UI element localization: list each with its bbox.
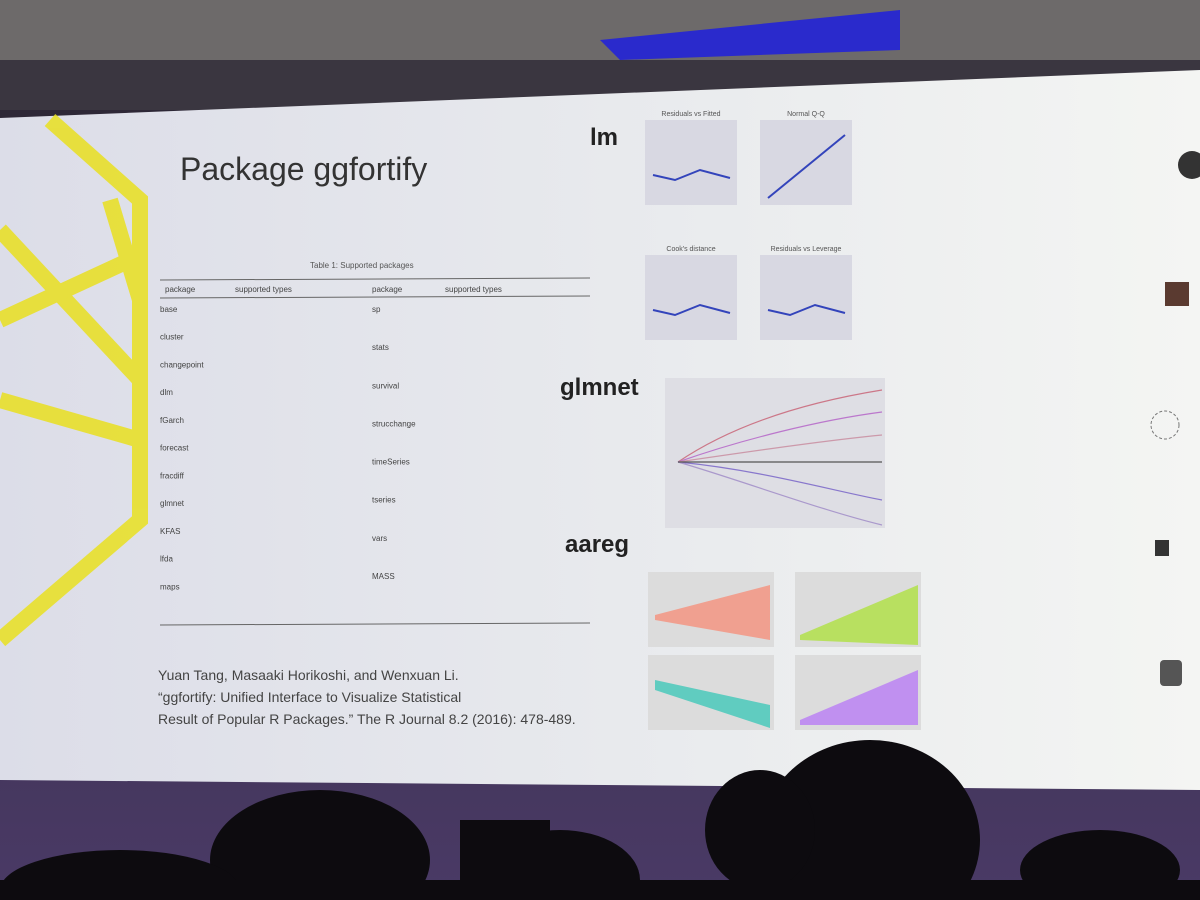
rule <box>159 277 591 281</box>
package-name: fracdiff <box>160 471 185 480</box>
ceiling <box>0 0 1200 60</box>
aareg-panels <box>648 572 921 730</box>
panel-trace <box>767 303 846 317</box>
table-header: supported types <box>445 285 502 294</box>
package-name: strucchange <box>372 419 416 428</box>
plot-label: aareg <box>565 531 629 558</box>
table-caption: Table 1: Supported packages <box>310 261 414 270</box>
package-name: KFAS <box>160 527 180 536</box>
citation-line: Result of Popular R Packages.” The R Jou… <box>158 711 576 727</box>
panel-title: Normal Q-Q <box>787 111 825 118</box>
package-name: changepoint <box>160 360 204 369</box>
stage-light <box>600 10 900 60</box>
panel-title: Cook's distance <box>666 246 715 253</box>
rule <box>159 622 591 626</box>
table-header: package <box>165 285 196 294</box>
lm-panel <box>645 120 737 205</box>
plot-label: glmnet <box>560 374 639 401</box>
audience <box>0 740 1200 900</box>
rule <box>159 295 591 299</box>
table-header: supported types <box>235 285 292 294</box>
package-name: lfda <box>160 555 173 564</box>
glmnet-paths <box>677 389 883 526</box>
package-name: timeSeries <box>372 458 410 467</box>
package-name: cluster <box>160 333 184 342</box>
package-name: sp <box>372 305 381 314</box>
panel-trace <box>767 134 846 199</box>
yellow-decoration <box>0 114 148 647</box>
package-name: survival <box>372 381 399 390</box>
package-name: base <box>160 305 178 314</box>
glmnet-panel <box>665 378 885 528</box>
panel-trace <box>652 303 731 317</box>
package-name: maps <box>160 582 180 591</box>
package-name: MASS <box>372 572 395 581</box>
panel-trace <box>652 168 731 182</box>
package-name: forecast <box>160 444 189 453</box>
package-name: stats <box>372 343 389 352</box>
sidebar-icons <box>1150 151 1200 686</box>
citation: Yuan Tang, Masaaki Horikoshi, and Wenxua… <box>158 667 576 727</box>
panel-title: Residuals vs Fitted <box>661 111 720 118</box>
package-name: tseries <box>372 496 396 505</box>
lm-panel <box>645 255 737 340</box>
lm-panel <box>760 255 852 340</box>
package-name: glmnet <box>160 499 185 508</box>
slide-title: Package ggfortify <box>180 151 427 187</box>
table-header: package <box>372 285 403 294</box>
package-name: vars <box>372 534 387 543</box>
panel-title: Residuals vs Leverage <box>771 246 842 253</box>
package-name: fGarch <box>160 416 184 425</box>
citation-line: Yuan Tang, Masaaki Horikoshi, and Wenxua… <box>158 667 459 683</box>
citation-line: “ggfortify: Unified Interface to Visuali… <box>158 689 461 705</box>
package-name: dlm <box>160 388 173 397</box>
table: Table 1: Supported packages package suppo… <box>159 261 591 626</box>
plots: lm glmnet aareg Residuals vs Fitted Norma… <box>560 111 921 730</box>
plot-label: lm <box>590 124 618 151</box>
